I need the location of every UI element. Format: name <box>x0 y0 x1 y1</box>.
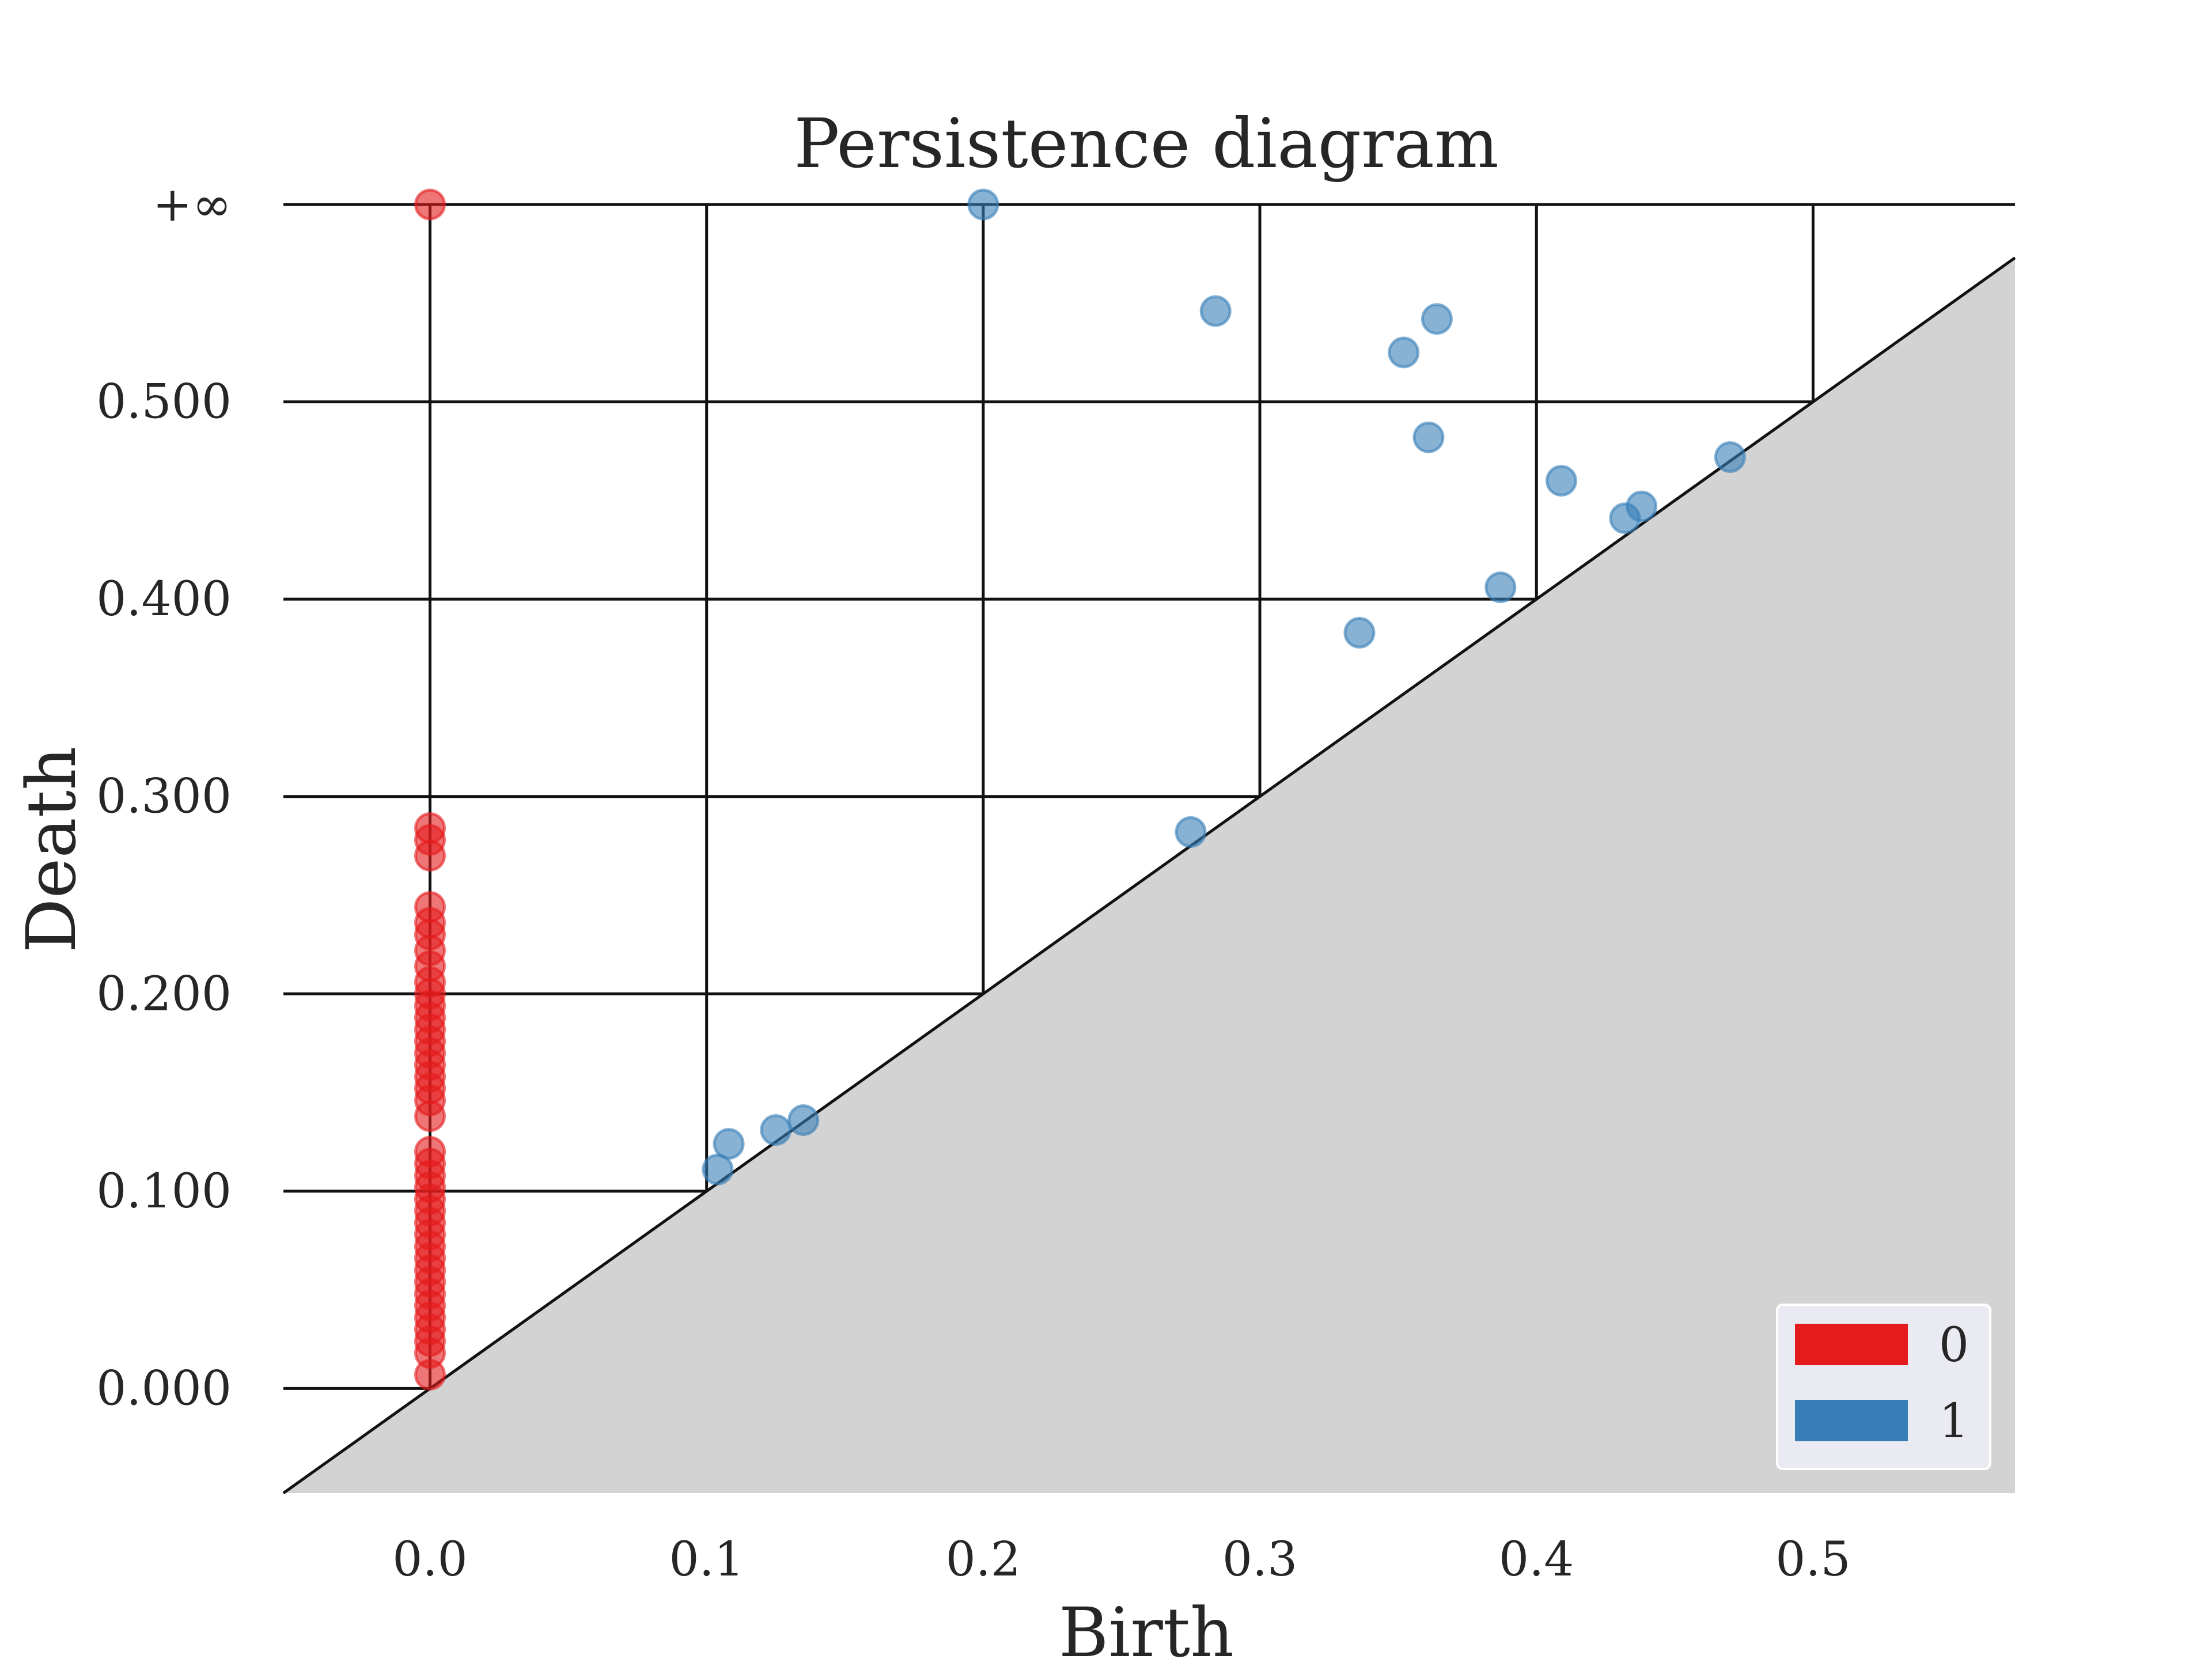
series-1-point-13 <box>702 1153 734 1185</box>
legend-swatch-0 <box>1795 1324 1908 1365</box>
x-tick-label-0: 0.0 <box>392 1532 467 1587</box>
legend-label-0: 0 <box>1939 1318 1969 1373</box>
y-axis-label: Death <box>12 747 91 953</box>
series-1-point-11 <box>1175 816 1207 848</box>
series-1-point-3 <box>1388 336 1420 369</box>
series-1-point-9 <box>1484 571 1517 604</box>
series-1-point-8 <box>1609 502 1641 535</box>
series-1-point-2 <box>1421 303 1453 335</box>
y-tick-label-3: 0.300 <box>96 770 232 824</box>
y-tick-label-1: 0.100 <box>96 1164 232 1219</box>
series-0-point-39 <box>414 1358 446 1391</box>
series-1-point-0 <box>967 188 999 221</box>
data-points <box>414 188 1746 1391</box>
series-0-point-20 <box>414 1100 446 1132</box>
series-0-point-3 <box>414 839 446 872</box>
series-1-point-4 <box>1412 421 1445 453</box>
chart-title: Persistence diagram <box>794 104 1499 183</box>
y-tick-label-6: +∞ <box>153 177 232 232</box>
legend: 0 1 <box>1776 1304 1991 1470</box>
series-1-point-15 <box>787 1104 820 1137</box>
series-1-point-10 <box>1343 616 1376 649</box>
series-0-point-0 <box>414 188 446 221</box>
legend-label-1: 1 <box>1939 1394 1969 1449</box>
legend-swatch-1 <box>1795 1400 1908 1441</box>
x-tick-label-4: 0.4 <box>1499 1532 1574 1587</box>
series-1-point-1 <box>1199 295 1232 327</box>
series-1-point-6 <box>1714 441 1746 473</box>
tick-labels: 0.0 0.1 0.2 0.3 0.4 0.5 0.000 0.100 0.200 0.300 0.… <box>96 177 1850 1587</box>
x-tick-label-1: 0.1 <box>669 1532 744 1587</box>
shaded-below-diagonal <box>282 256 2016 1495</box>
series-1-point-5 <box>1545 465 1577 497</box>
x-axis-label: Birth <box>1059 1593 1234 1659</box>
y-tick-label-0: 0.000 <box>96 1361 232 1416</box>
y-tick-label-4: 0.400 <box>96 572 232 627</box>
x-tick-label-3: 0.3 <box>1222 1532 1297 1587</box>
y-tick-label-2: 0.200 <box>96 967 232 1021</box>
x-tick-label-5: 0.5 <box>1775 1532 1850 1587</box>
y-tick-label-5: 0.500 <box>96 375 232 430</box>
series-1-point-14 <box>760 1114 792 1146</box>
x-tick-label-2: 0.2 <box>946 1532 1021 1587</box>
